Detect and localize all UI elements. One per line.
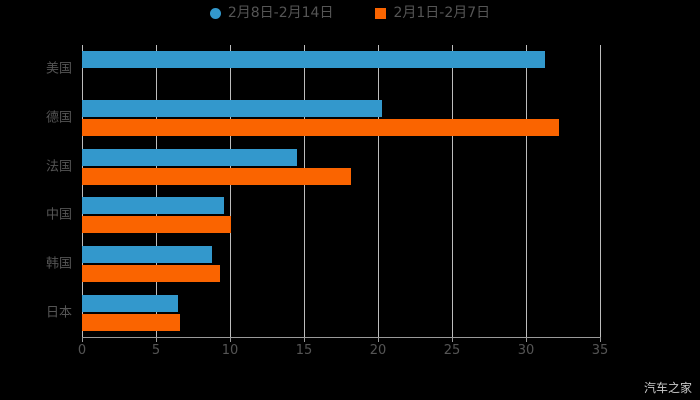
x-tick-mark [452, 337, 453, 342]
bar[interactable] [82, 167, 352, 185]
x-tick-label: 35 [591, 343, 609, 358]
x-tick-mark [304, 337, 305, 342]
x-gridline [156, 45, 157, 337]
x-tick-mark [156, 337, 157, 342]
x-gridline [600, 45, 601, 337]
x-tick-label: 25 [443, 343, 461, 358]
bar[interactable] [82, 119, 559, 136]
legend-square-icon [375, 7, 387, 19]
bar[interactable] [82, 246, 213, 263]
x-gridline [304, 45, 305, 337]
bar[interactable] [82, 100, 383, 117]
legend-dot-icon [209, 7, 221, 19]
bar[interactable] [82, 197, 225, 215]
bar[interactable] [82, 148, 297, 166]
legend-entry[interactable]: 2月1日-2月7日 [375, 6, 490, 20]
x-gridline [452, 45, 453, 337]
x-tick-mark [378, 337, 379, 342]
y-axis-category-label: 美国 [45, 61, 72, 77]
x-tick-label: 15 [295, 343, 313, 358]
y-axis-category-label: 日本 [45, 305, 72, 321]
bar[interactable] [82, 216, 232, 234]
bar[interactable] [82, 51, 546, 69]
x-tick-label: 10 [221, 343, 239, 358]
y-axis-category-label: 德国 [45, 110, 72, 126]
x-tick-mark [600, 337, 601, 342]
chart-legend: 2月8日-2月14日 2月1日-2月7日 [0, 6, 700, 20]
watermark-label: 汽车之家 [643, 381, 692, 395]
x-tick-label: 0 [77, 343, 87, 358]
x-gridline [526, 45, 527, 337]
x-gridline [82, 45, 83, 337]
y-axis-category-label: 中国 [45, 207, 72, 223]
x-gridline [378, 45, 379, 337]
x-gridline [230, 45, 231, 337]
legend-entry[interactable]: 2月8日-2月14日 [209, 5, 334, 21]
x-tick-label: 20 [369, 343, 387, 358]
legend-entry-label: 2月8日-2月14日 [227, 5, 334, 21]
bar[interactable] [82, 294, 179, 312]
x-tick-label: 30 [517, 343, 535, 358]
x-tick-mark [82, 337, 83, 342]
bar[interactable] [82, 313, 180, 331]
x-tick-mark [526, 337, 527, 342]
plot-area [82, 45, 601, 337]
y-axis-category-label: 法国 [45, 159, 72, 175]
y-axis-category-label: 韩国 [45, 256, 72, 272]
legend-entry-label: 2月1日-2月7日 [393, 5, 491, 21]
bar[interactable] [82, 265, 220, 282]
x-tick-label: 5 [151, 343, 161, 358]
x-axis-line [82, 337, 601, 338]
x-tick-mark [230, 337, 231, 342]
